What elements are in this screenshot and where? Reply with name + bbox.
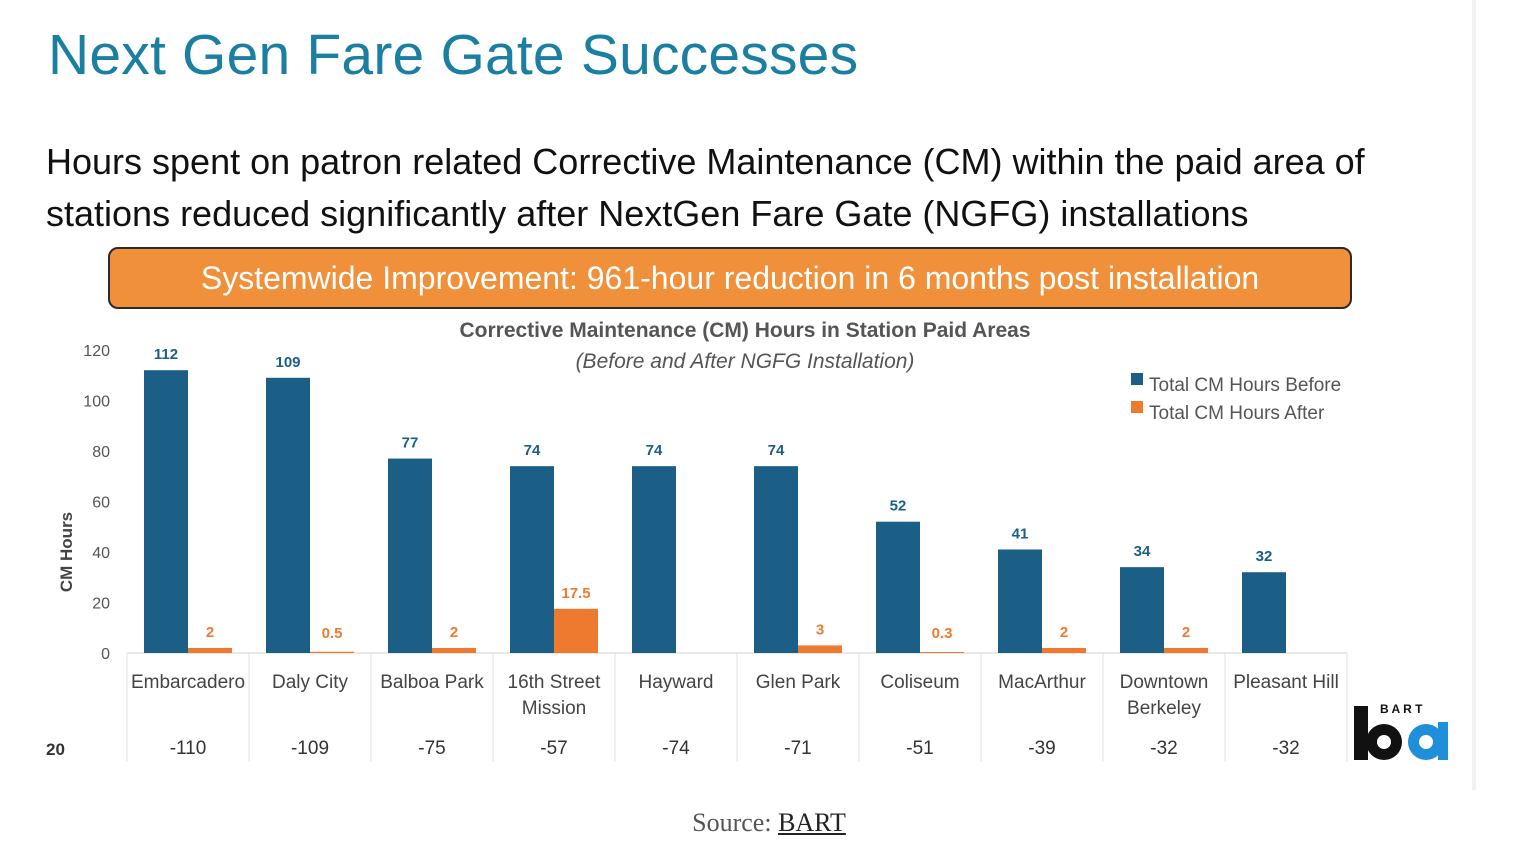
bar-after [188,647,232,653]
bar-after [432,647,476,653]
difference-value: -57 [540,738,567,759]
bar-after-label: 0.5 [322,625,343,642]
slide: Next Gen Fare Gate Successes Hours spent… [46,23,1448,762]
bar-before-label: 52 [890,498,907,515]
bar-after-label: 2 [206,624,214,641]
x-category-label: Berkeley [1127,698,1201,719]
slide-edge-shadow [1472,0,1476,790]
bar-after-label: 2 [1182,624,1190,641]
bar-after [1164,647,1208,653]
slide-title: Next Gen Fare Gate Successes [48,23,859,87]
difference-value: -32 [1272,738,1299,759]
legend-label: Total CM Hours After [1149,403,1325,424]
y-tick-label: 20 [92,596,110,613]
chart-subtitle: (Before and After NGFG Installation) [576,350,915,373]
y-tick-label: 100 [83,394,110,411]
x-category-label: Glen Park [756,672,841,693]
y-tick-label: 60 [92,495,110,512]
x-category-label: Daly City [272,672,349,693]
x-category-label: Hayward [639,672,714,693]
bar-before-label: 74 [524,442,541,459]
difference-value: -39 [1028,738,1055,759]
bar-after-label: 2 [1060,624,1068,641]
x-category-label: Embarcadero [131,672,245,693]
bar-before [1120,567,1164,653]
bar-after [310,651,354,653]
bar-before [998,549,1042,653]
y-tick-label: 40 [92,545,110,562]
y-tick-label: 80 [92,444,110,461]
bar-before-label: 77 [402,435,419,452]
difference-value: -109 [291,738,329,759]
x-category-label: Mission [522,698,586,719]
image-caption: Source: BART [0,808,1538,838]
bart-logo: B A R T [1354,702,1448,760]
bar-before-label: 112 [154,346,178,363]
bar-after-label: 3 [816,621,824,638]
bar-after [920,652,964,653]
bar-after-label: 0.3 [932,625,953,642]
slide-subtitle: Hours spent on patron related Corrective… [46,141,1365,234]
difference-value: -32 [1150,738,1177,759]
bar-before [388,458,432,653]
bar-after [798,645,842,653]
page-number: 20 [46,740,65,759]
bar-before [876,521,920,653]
source-link[interactable]: BART [778,808,846,837]
bar-before [266,377,310,653]
caption-prefix: Source: [692,808,779,837]
bar-before-label: 32 [1256,548,1273,565]
difference-value: -75 [418,738,445,759]
legend-swatch [1131,401,1143,413]
legend-swatch [1131,373,1143,385]
legend-label: Total CM Hours Before [1149,375,1341,396]
x-category-label: Pleasant Hill [1233,672,1339,693]
bar-after [1042,647,1086,653]
x-category-label: 16th Street [508,672,602,693]
improvement-banner: Systemwide Improvement: 961-hour reducti… [108,247,1352,309]
bar-before-label: 109 [275,354,300,371]
bar-after-label: 17.5 [561,585,590,602]
x-category-label: Coliseum [880,672,959,693]
chart-title: Corrective Maintenance (CM) Hours in Sta… [459,319,1030,342]
cm-hours-chart: Corrective Maintenance (CM) Hours in Sta… [46,319,1348,762]
bar-before [510,466,554,653]
y-axis-label: CM Hours [57,512,76,592]
bar-before-label: 74 [646,442,663,459]
difference-value: -71 [784,738,811,759]
bar-before [754,466,798,653]
bar-before-label: 34 [1134,543,1151,560]
bar-before [632,466,676,653]
y-tick-label: 120 [83,343,110,360]
difference-value: -74 [662,738,690,759]
bar-before [144,370,188,653]
x-category-label: MacArthur [998,672,1086,693]
difference-value: -51 [906,738,933,759]
bar-before-label: 41 [1012,525,1029,542]
bar-before [1242,572,1286,653]
x-category-label: Downtown [1120,672,1209,693]
y-tick-label: 0 [101,646,110,663]
difference-value: -110 [170,738,207,759]
x-category-label: Balboa Park [380,672,484,693]
bar-after-label: 2 [450,624,458,641]
bar-after [554,608,598,653]
bar-before-label: 74 [768,442,785,459]
bart-logo-text: B A R T [1380,702,1423,716]
